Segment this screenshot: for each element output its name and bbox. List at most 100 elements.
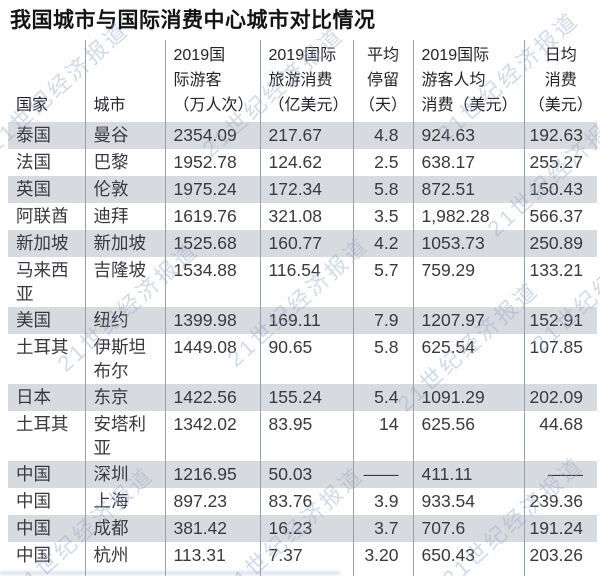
table-cell: 1619.76: [164, 203, 260, 230]
table-cell: 3.9: [352, 488, 413, 515]
table-cell: 116.54: [259, 257, 353, 307]
table-row: 中国 成都 381.42 16.23 3.7 707.6 191.24: [8, 515, 597, 542]
table-cell: 239.36: [523, 488, 597, 515]
table-cell: 新加坡: [84, 230, 165, 257]
spacer-cell: [523, 569, 597, 576]
table-cell: 5.8: [352, 334, 413, 384]
table-cell: 曼谷: [84, 122, 165, 149]
table-cell: 897.23: [164, 488, 260, 515]
table-row: 新加坡 新加坡 1525.68 160.77 4.2 1053.73 250.89: [8, 230, 597, 257]
table-cell: 1534.88: [164, 257, 260, 307]
table-cell: 872.51: [412, 176, 524, 203]
table-cell: 上海: [84, 488, 165, 515]
table-cell: 吉隆坡: [84, 257, 165, 307]
table-cell: ——: [523, 461, 597, 488]
spacer-cell: [352, 569, 413, 576]
column-header: 2019国际 游客人均 消费（美元）: [412, 40, 524, 122]
table-cell: 4.2: [352, 230, 413, 257]
table-cell: 1399.98: [164, 307, 260, 334]
table-cell: 250.89: [523, 230, 597, 257]
table-cell: 3.7: [352, 515, 413, 542]
table-cell: 土耳其: [16, 337, 69, 357]
table-row: 泰国 曼谷 2354.09 217.67 4.8 924.63 192.63: [8, 122, 597, 149]
table-cell: 152.91: [523, 307, 597, 334]
table-head: 国家 城市 2019国 际游客 （万人次） 2019国际 旅游消费 （亿美元） 平均 停留 （天） 2…: [8, 40, 597, 122]
table-cell: 1952.78: [164, 149, 260, 176]
table-row: 日本 东京 1422.56 155.24 5.4 1091.29 202.09: [8, 384, 597, 411]
table-cell: 1091.29: [412, 384, 524, 411]
table-cell: 马来西亚: [16, 260, 69, 304]
table-cell: 381.42: [164, 515, 260, 542]
table-cell: 伦敦: [84, 176, 165, 203]
divider-extension-row: [8, 569, 597, 576]
table-cell: 东京: [84, 384, 165, 411]
table-cell: 5.8: [352, 176, 413, 203]
table-cell: 1207.97: [412, 307, 524, 334]
table-cell: 纽约: [84, 307, 165, 334]
table-cell: 192.63: [523, 122, 597, 149]
table-cell: 5.4: [352, 384, 413, 411]
table-row: 中国 深圳 1216.95 50.03 —— 411.11 ——: [8, 461, 597, 488]
table-cell: 伊斯坦布尔: [84, 334, 165, 384]
table-cell: 16.23: [259, 515, 353, 542]
table-cell: 625.56: [412, 411, 524, 461]
table-cell: 3.20: [352, 542, 413, 569]
table-cell: 202.09: [523, 384, 597, 411]
table-cell: 英国: [16, 179, 51, 199]
header-row: 国家 城市 2019国 际游客 （万人次） 2019国际 旅游消费 （亿美元） 平均 停留 （天） 2…: [8, 40, 597, 122]
table-cell: 中国: [16, 545, 51, 565]
table-cell: 124.62: [259, 149, 353, 176]
table-cell: 933.54: [412, 488, 524, 515]
table-cell: 255.27: [523, 149, 597, 176]
spacer-cell: [164, 569, 260, 576]
table-cell: 迪拜: [84, 203, 165, 230]
table-row: 法国 巴黎 1952.78 124.62 2.5 638.17 255.27: [8, 149, 597, 176]
table-row: 中国 杭州 113.31 7.37 3.20 650.43 203.26: [8, 542, 597, 569]
table-cell: 7.9: [352, 307, 413, 334]
column-header: 2019国际 旅游消费 （亿美元）: [259, 40, 353, 122]
table-cell: 1216.95: [164, 461, 260, 488]
table-cell: 法国: [16, 152, 51, 172]
table-cell: 美国: [16, 310, 51, 330]
table-cell: 土耳其: [16, 414, 69, 434]
table-cell: 2354.09: [164, 122, 260, 149]
table-row: 美国 纽约 1399.98 169.11 7.9 1207.97 152.91: [8, 307, 597, 334]
table-cell: 深圳: [84, 461, 165, 488]
spacer-cell: [412, 569, 524, 576]
table-cell: 566.37: [523, 203, 597, 230]
table-row: 阿联酋 迪拜 1619.76 321.08 3.5 1,982.28 566.37: [8, 203, 597, 230]
table-cell: 50.03: [259, 461, 353, 488]
spacer-cell: [8, 569, 85, 576]
table-cell: 83.95: [259, 411, 353, 461]
table-cell: 133.21: [523, 257, 597, 307]
table-cell: 1,982.28: [412, 203, 524, 230]
table-cell: 泰国: [16, 125, 51, 145]
table-row: 马来西亚 吉隆坡 1534.88 116.54 5.7 759.29 133.21: [8, 257, 597, 307]
table-cell: 成都: [84, 515, 165, 542]
table-cell: 新加坡: [16, 233, 69, 253]
table-cell: 217.67: [259, 122, 353, 149]
table-cell: 14: [352, 411, 413, 461]
table-cell: 924.63: [412, 122, 524, 149]
table-cell: 3.5: [352, 203, 413, 230]
table-cell: 321.08: [259, 203, 353, 230]
table-cell: 中国: [16, 464, 51, 484]
table-row: 土耳其 伊斯坦布尔 1449.08 90.65 5.8 625.54 107.85: [8, 334, 597, 384]
table-cell: 安塔利亚: [84, 411, 165, 461]
spacer-cell: [259, 569, 353, 576]
table-cell: 707.6: [412, 515, 524, 542]
table-cell: 中国: [16, 491, 51, 511]
table-cell: 1342.02: [164, 411, 260, 461]
table-cell: 759.29: [412, 257, 524, 307]
table-cell: 203.26: [523, 542, 597, 569]
table-cell: 191.24: [523, 515, 597, 542]
table-cell: 5.7: [352, 257, 413, 307]
table-cell: 4.8: [352, 122, 413, 149]
table-cell: 日本: [16, 387, 51, 407]
table-cell: 107.85: [523, 334, 597, 384]
table-cell: 杭州: [84, 542, 165, 569]
column-header: 城市: [84, 40, 165, 122]
column-header: 国家: [16, 97, 49, 114]
table-row: 中国 上海 897.23 83.76 3.9 933.54 239.36: [8, 488, 597, 515]
table-cell: 155.24: [259, 384, 353, 411]
